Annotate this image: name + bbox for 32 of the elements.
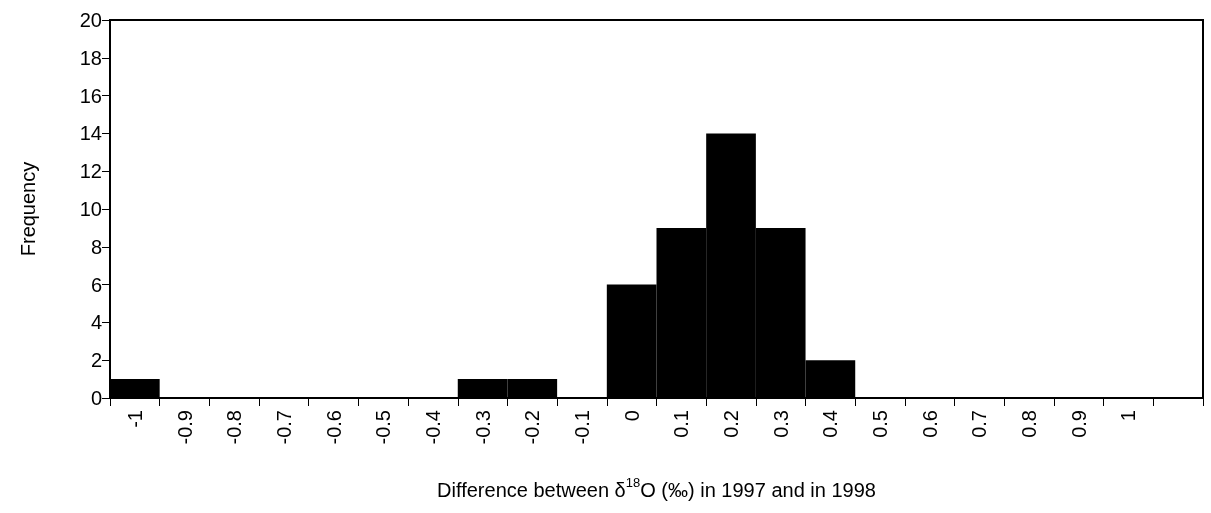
x-tick-label: 0.9 — [1067, 410, 1090, 438]
y-axis-title: Frequency — [17, 161, 39, 257]
x-tick-label: -0.5 — [372, 410, 395, 445]
x-tick-label: -0.4 — [421, 410, 444, 445]
y-tick-label: 18 — [79, 46, 102, 69]
x-tick-label: -0.6 — [322, 410, 345, 445]
y-tick-label: 16 — [79, 84, 102, 107]
y-tick-label: 14 — [79, 122, 102, 145]
x-tick-label: -0.1 — [570, 410, 593, 445]
y-tick-label: 4 — [90, 311, 102, 334]
x-tick-label: -0.9 — [173, 410, 196, 445]
x-tick-label: 1 — [1117, 410, 1140, 422]
x-tick-label: 0.8 — [1018, 410, 1041, 438]
x-tick-label: -0.7 — [272, 410, 295, 445]
x-tick-label: 0.2 — [720, 410, 743, 438]
x-tick-label: 0 — [620, 410, 643, 422]
x-tick-label: 0.5 — [869, 410, 892, 438]
x-tick-label: 0.4 — [819, 410, 842, 438]
x-tick-label: 0.1 — [670, 410, 693, 438]
y-tick-label: 10 — [79, 198, 102, 220]
x-tick-label: -1 — [123, 410, 146, 428]
y-tick-label: 12 — [79, 160, 102, 183]
x-tick-label: 0.7 — [968, 410, 991, 438]
x-tick-label: -0.8 — [223, 410, 246, 445]
x-tick-label: -0.2 — [521, 410, 544, 445]
y-tick-label: 8 — [90, 235, 102, 258]
x-tick-label: 0.3 — [769, 410, 792, 438]
y-tick-label: 20 — [79, 9, 102, 31]
x-tick-label: -0.3 — [471, 410, 494, 445]
x-tick-label: 0.6 — [918, 410, 941, 438]
y-tick-label: 2 — [90, 349, 102, 372]
y-tick-label: 6 — [90, 273, 102, 296]
